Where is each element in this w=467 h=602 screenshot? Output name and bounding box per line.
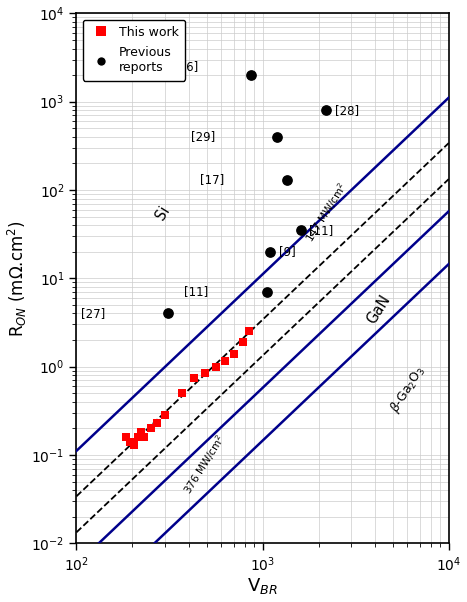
Point [283,175,290,185]
Point [153,418,161,428]
Point [201,368,209,377]
Point [191,373,198,382]
Point [178,388,186,398]
Point [212,362,219,371]
Point [162,411,169,420]
Text: Si: Si [153,203,172,223]
Point [164,309,172,318]
Point [134,432,142,442]
Point [122,432,130,442]
Point [297,225,304,235]
Text: [9]: [9] [279,245,296,258]
Point [147,424,154,433]
Point [239,337,246,347]
Text: [11]: [11] [309,224,333,237]
Y-axis label: R$_{ON}$ (mΩ.cm$^2$): R$_{ON}$ (mΩ.cm$^2$) [6,220,28,337]
Point [140,432,148,442]
Point [323,105,330,115]
Text: [27]: [27] [81,307,106,320]
Point [221,356,229,366]
Text: $\beta$-Ga$_2$O$_3$: $\beta$-Ga$_2$O$_3$ [386,362,429,417]
Text: GaN: GaN [364,292,393,326]
Point [131,440,138,450]
Text: 147 MW/cm$^2$: 147 MW/cm$^2$ [302,181,351,246]
Text: [17]: [17] [200,173,224,187]
Text: [16]: [16] [174,60,198,73]
Point [267,247,274,256]
Text: 376 MW/cm$^2$: 376 MW/cm$^2$ [181,432,229,497]
Point [246,327,253,337]
Text: [29]: [29] [191,130,215,143]
Text: [28]: [28] [335,104,359,117]
Point [230,349,238,359]
Point [274,132,281,141]
Point [248,70,255,80]
Legend: This work, Previous
reports: This work, Previous reports [83,20,185,81]
X-axis label: V$_{BR}$: V$_{BR}$ [247,577,278,597]
Text: [11]: [11] [184,285,208,299]
Point [137,427,145,437]
Point [263,287,270,297]
Point [127,437,134,447]
